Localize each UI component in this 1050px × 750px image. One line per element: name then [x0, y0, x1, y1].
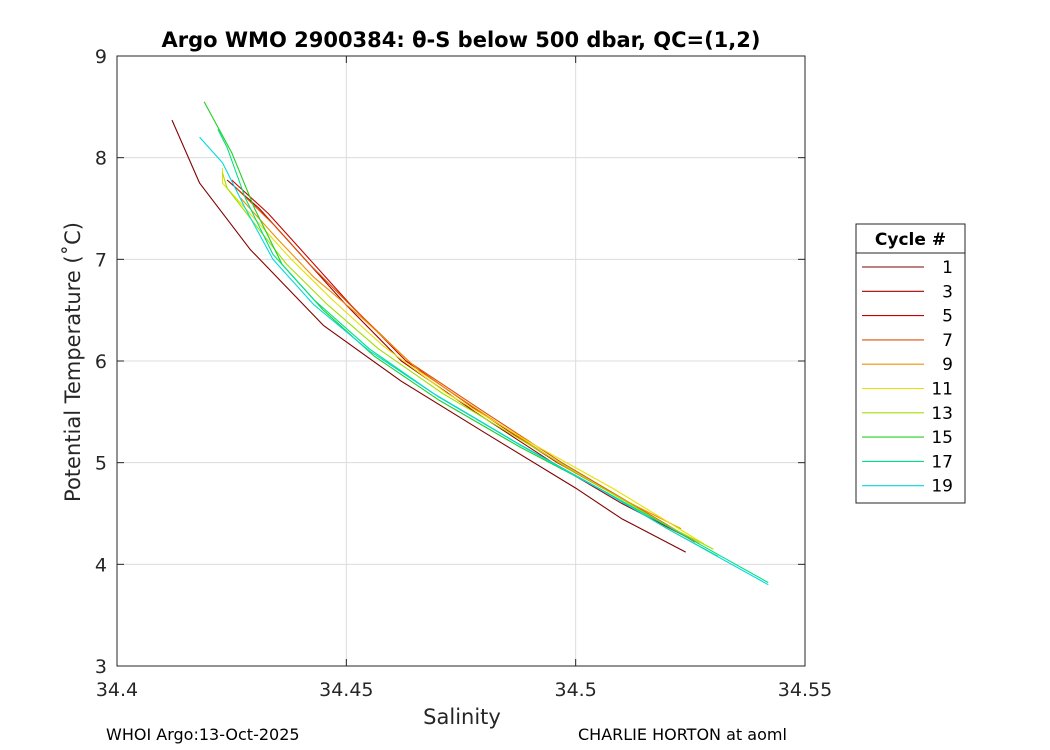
- footer-left: WHOI Argo:13-Oct-2025: [106, 725, 300, 744]
- x-tick-labels: 34.4 34.45 34.5 34.55: [96, 679, 832, 701]
- legend-box: [855, 223, 966, 504]
- series-line-cycle-1: [171, 119, 686, 553]
- series-line-cycle-19: [199, 136, 769, 586]
- x-tick-label: 34.55: [778, 679, 832, 701]
- legend-item-label: 17: [931, 452, 953, 472]
- y-tick-label: 9: [95, 46, 107, 68]
- legend-item-label: 9: [942, 355, 953, 375]
- legend-item-label: 1: [942, 258, 953, 278]
- legend-item-label: 19: [931, 477, 953, 497]
- y-tick-label: 4: [95, 554, 107, 576]
- legend-item-label: 13: [931, 404, 953, 424]
- x-tick-label: 34.5: [555, 679, 597, 701]
- legend-item-label: 15: [931, 428, 953, 448]
- legend-item-label: 7: [942, 331, 953, 351]
- footer-right: CHARLIE HORTON at aoml: [578, 725, 787, 744]
- y-tick-label: 7: [95, 249, 107, 271]
- series-line-cycle-13: [221, 172, 714, 550]
- grid: [116, 55, 806, 667]
- series-line-cycle-17: [217, 128, 769, 584]
- x-axis-label: Salinity: [423, 705, 501, 729]
- plot-border: [116, 55, 806, 667]
- y-tick-label: 3: [95, 656, 107, 678]
- legend-item-label: 3: [942, 282, 953, 302]
- series-layer: [171, 101, 769, 586]
- chart-title: Argo WMO 2900384: θ-S below 500 dbar, QC…: [162, 28, 761, 52]
- x-tick-label: 34.4: [96, 679, 138, 701]
- legend-item-label: 11: [931, 380, 953, 400]
- y-axis-label: Potential Temperature (˚C): [61, 222, 85, 502]
- y-tick-labels: 3 4 5 6 7 8 9: [95, 46, 107, 678]
- series-line-cycle-11: [221, 167, 705, 545]
- legend-item-label: 5: [942, 307, 953, 327]
- y-tick-label: 8: [95, 148, 107, 170]
- y-tick-label: 5: [95, 453, 107, 475]
- y-tick-label: 6: [95, 351, 107, 373]
- x-tick-label: 34.45: [319, 679, 373, 701]
- legend-title: Cycle #: [875, 230, 946, 250]
